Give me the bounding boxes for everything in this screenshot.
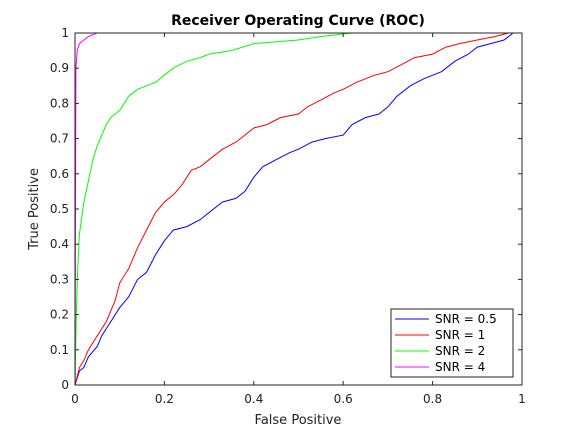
series-line-1	[74, 32, 522, 386]
x-tick-label: 0.2	[155, 392, 174, 406]
x-tick-label: 0.8	[423, 392, 442, 406]
y-tick-label: 0.6	[50, 167, 69, 181]
plot-area	[74, 32, 523, 386]
y-tick-label: 1	[61, 26, 69, 40]
x-axis-label: False Positive	[255, 413, 342, 428]
chart-title: Receiver Operating Curve (ROC)	[171, 13, 425, 29]
legend-box	[390, 308, 514, 378]
y-axis-label: True Positive	[27, 168, 42, 251]
legend-label-3: SNR = 2	[435, 344, 485, 358]
y-tick-label: 0.3	[50, 272, 69, 286]
y-tick-label: 0.9	[50, 61, 69, 75]
y-tick-label: 0.4	[50, 237, 69, 251]
series-line-2	[74, 32, 522, 386]
y-tick-label: 0.1	[50, 343, 69, 357]
legend-label-2: SNR = 1	[435, 328, 485, 342]
legend: SNR = 0.5 SNR = 1 SNR = 2 SNR = 4	[390, 308, 514, 378]
series-line-4	[74, 32, 522, 386]
y-tick-label: 0.5	[50, 202, 69, 216]
y-tick-label: 0	[61, 378, 69, 392]
y-tick-label: 0.8	[50, 96, 69, 110]
x-tick-label: 0	[71, 392, 79, 406]
x-tick-label: 0.6	[334, 392, 353, 406]
y-tick-label: 0.7	[50, 132, 69, 146]
legend-label-1: SNR = 0.5	[435, 312, 497, 326]
x-tick-label: 1	[518, 392, 526, 406]
legend-label-4: SNR = 4	[435, 360, 485, 374]
series-line-3	[74, 32, 522, 386]
y-tick-label: 0.2	[50, 308, 69, 322]
x-tick-label: 0.4	[244, 392, 263, 406]
axis-ticks: 0 0.2 0.4 0.6 0.8 1 0 0.1 0.2 0.3 0.4 0.5 0.6 0.7 0.8 0…	[50, 26, 526, 406]
